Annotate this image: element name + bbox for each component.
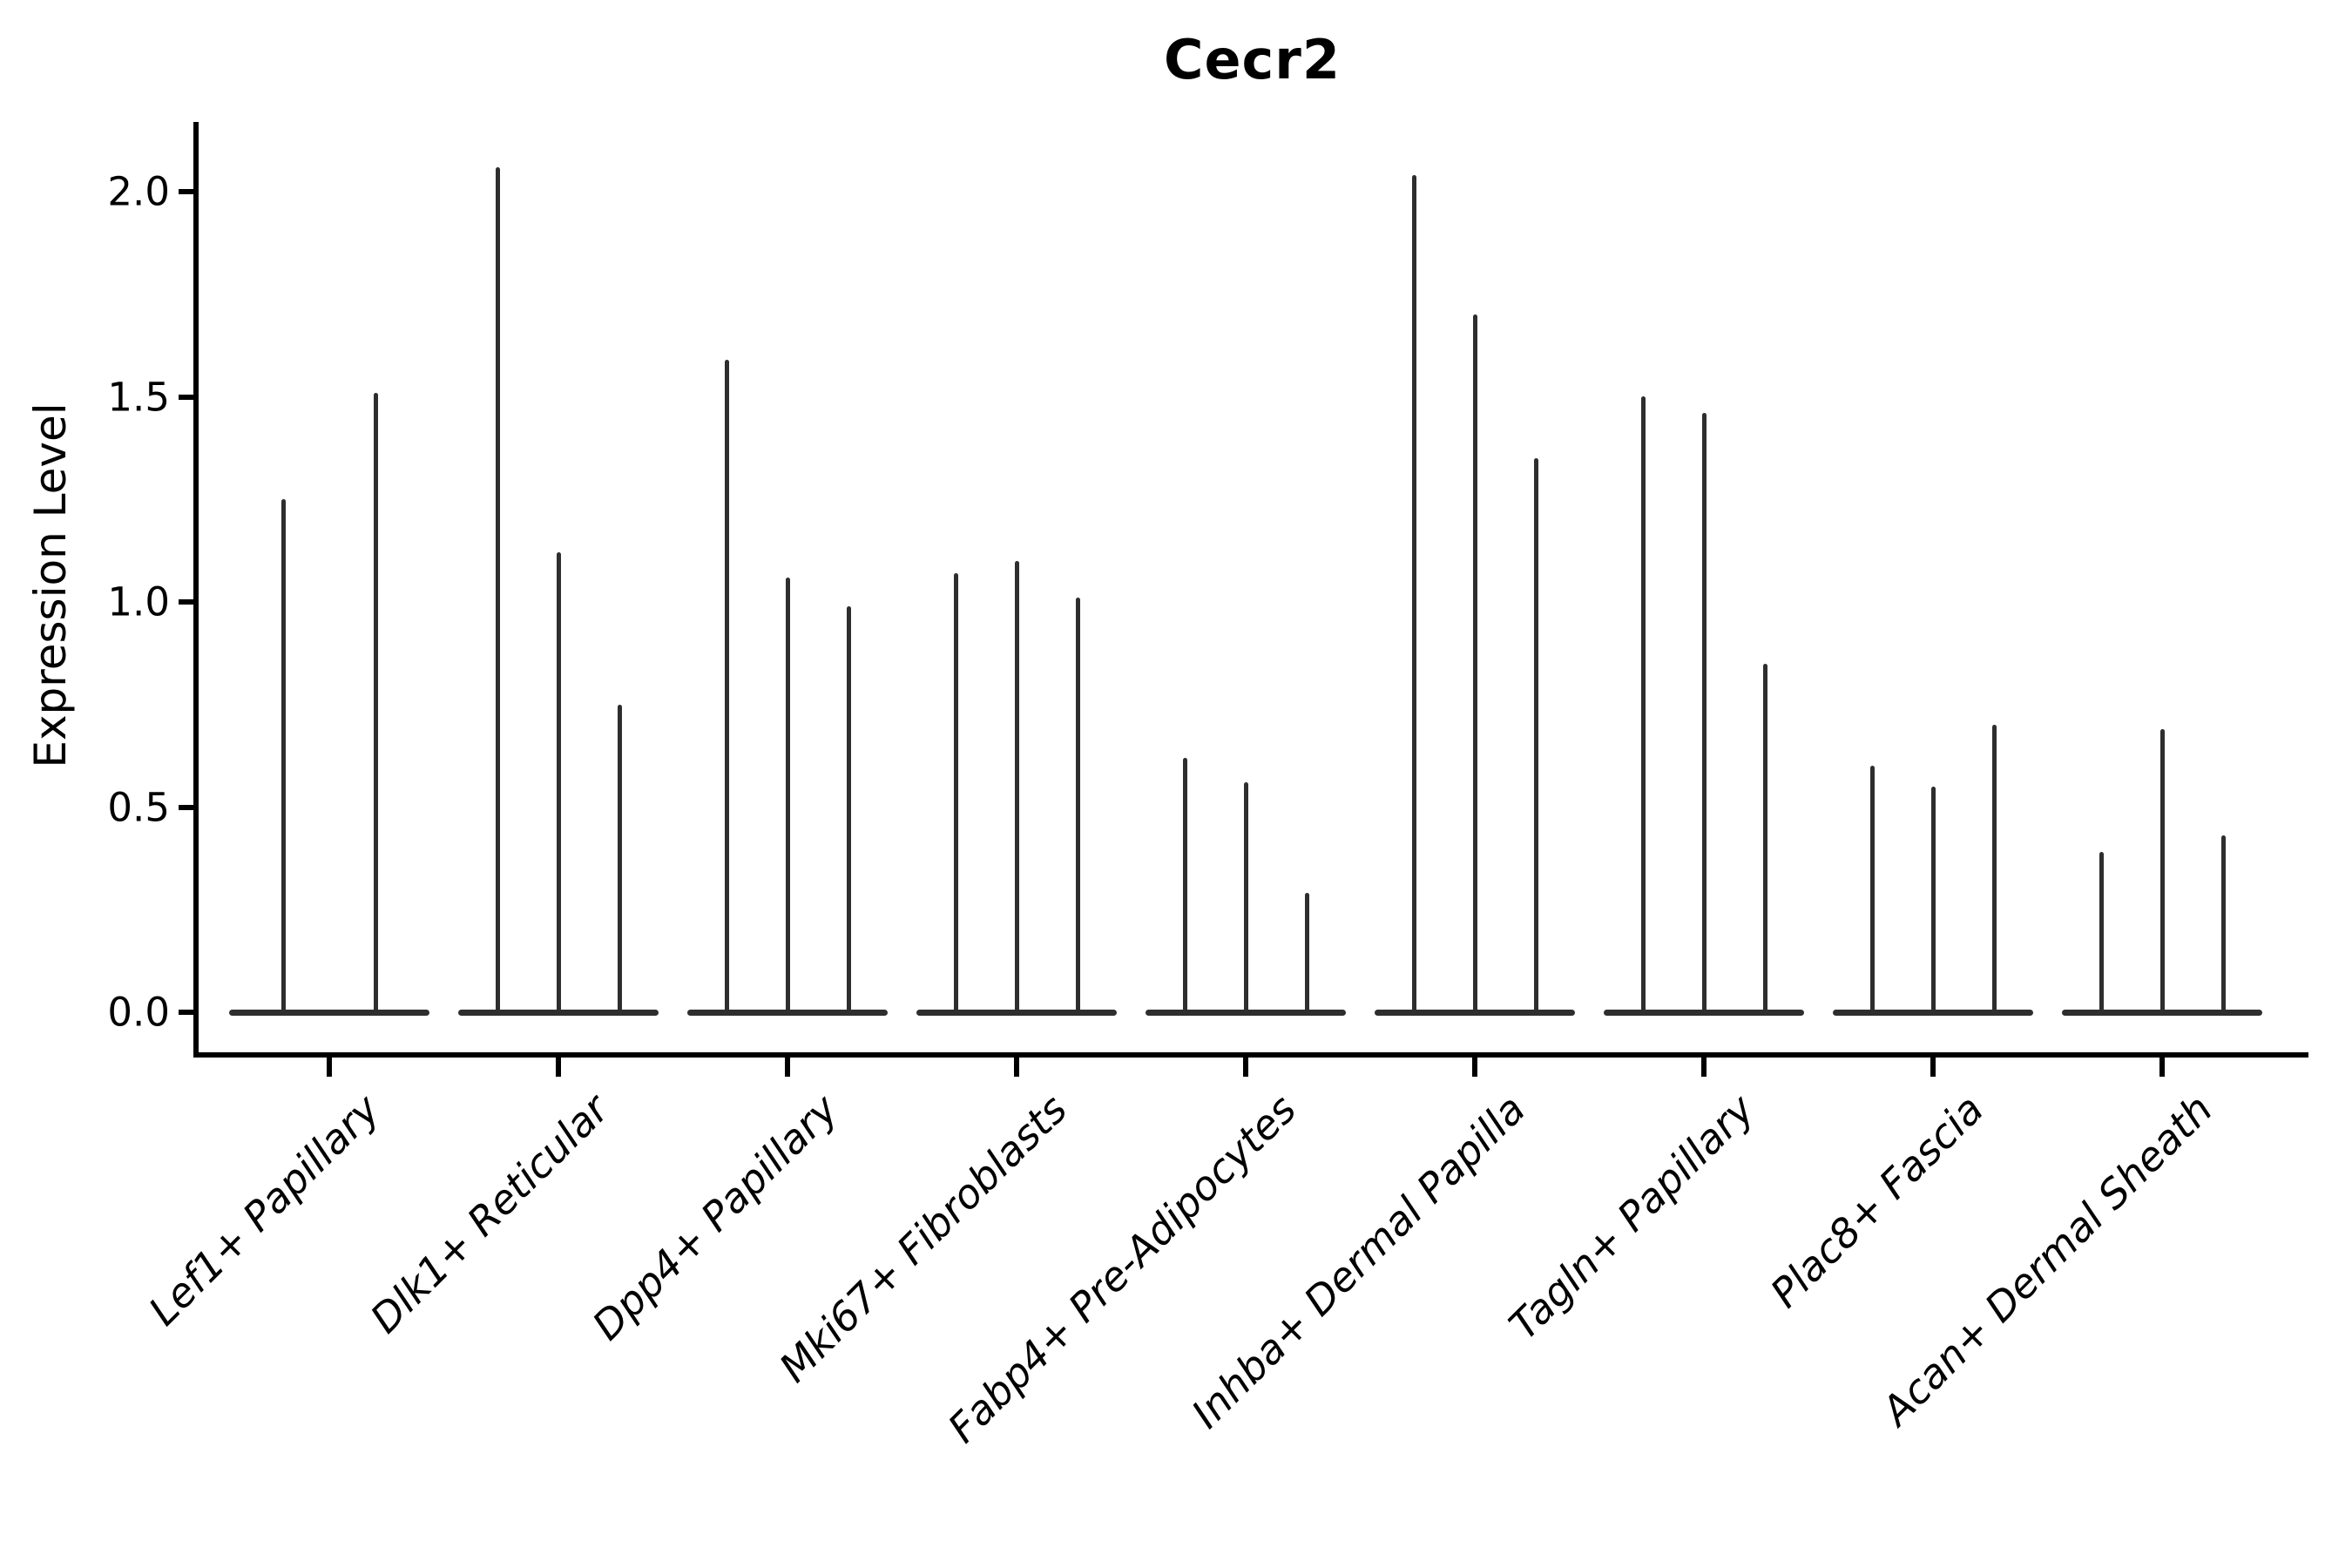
x-tick — [1243, 1058, 1248, 1077]
y-tick-label: 0.0 — [107, 989, 170, 1036]
chart-title: Cecr2 — [1163, 28, 1342, 91]
violin-spike — [725, 360, 729, 1012]
x-axis-spine — [193, 1052, 2308, 1058]
violin-spike — [2099, 852, 2104, 1012]
violin-spike — [496, 167, 500, 1012]
x-tick — [556, 1058, 561, 1077]
violin-base — [229, 1010, 429, 1016]
y-tick-label: 1.0 — [107, 578, 170, 625]
violin-spike — [1702, 413, 1707, 1012]
violin-spike — [1763, 664, 1767, 1012]
violin-spike — [954, 573, 958, 1012]
violin-spike — [281, 499, 286, 1012]
violin-spike — [1244, 782, 1248, 1012]
violin-spike — [1076, 598, 1080, 1012]
violin-spike — [2221, 835, 2226, 1012]
y-tick — [179, 394, 196, 400]
x-tick — [1472, 1058, 1477, 1077]
y-tick — [179, 599, 196, 605]
x-tick — [785, 1058, 790, 1077]
violin-base — [1833, 1010, 2033, 1016]
violin-spike — [1992, 725, 1997, 1012]
violin-spike — [1473, 314, 1477, 1012]
y-axis-spine — [193, 122, 199, 1058]
x-tick — [2159, 1058, 2165, 1077]
x-tick — [327, 1058, 332, 1077]
violin-base — [1375, 1010, 1575, 1016]
violin-base — [1604, 1010, 1804, 1016]
y-tick — [179, 189, 196, 194]
violin-base — [2062, 1010, 2262, 1016]
violin-spike — [557, 552, 561, 1012]
violin-spike — [618, 705, 622, 1012]
violin-spike — [1412, 175, 1416, 1012]
violin-spike — [1305, 893, 1309, 1012]
violin-base — [687, 1010, 888, 1016]
violin-spike — [786, 578, 790, 1012]
violin-spike — [1641, 396, 1646, 1012]
violin-spike — [374, 393, 378, 1012]
x-tick — [1014, 1058, 1019, 1077]
violin-spike — [1015, 561, 1019, 1012]
violin-base — [1146, 1010, 1346, 1016]
violin-base — [916, 1010, 1117, 1016]
y-tick-label: 1.5 — [107, 374, 170, 420]
y-tick — [179, 804, 196, 810]
violin-spike — [1931, 787, 1936, 1012]
y-tick — [179, 1010, 196, 1015]
x-tick — [1930, 1058, 1936, 1077]
violin-spike — [2160, 729, 2165, 1012]
violin-spike — [1183, 758, 1187, 1012]
violin-spike — [1870, 766, 1875, 1012]
violin-base — [458, 1010, 659, 1016]
violin-spike — [847, 606, 851, 1012]
x-tick — [1701, 1058, 1707, 1077]
violin-spike — [1534, 458, 1538, 1012]
y-tick-label: 2.0 — [107, 168, 170, 215]
y-tick-label: 0.5 — [107, 784, 170, 830]
